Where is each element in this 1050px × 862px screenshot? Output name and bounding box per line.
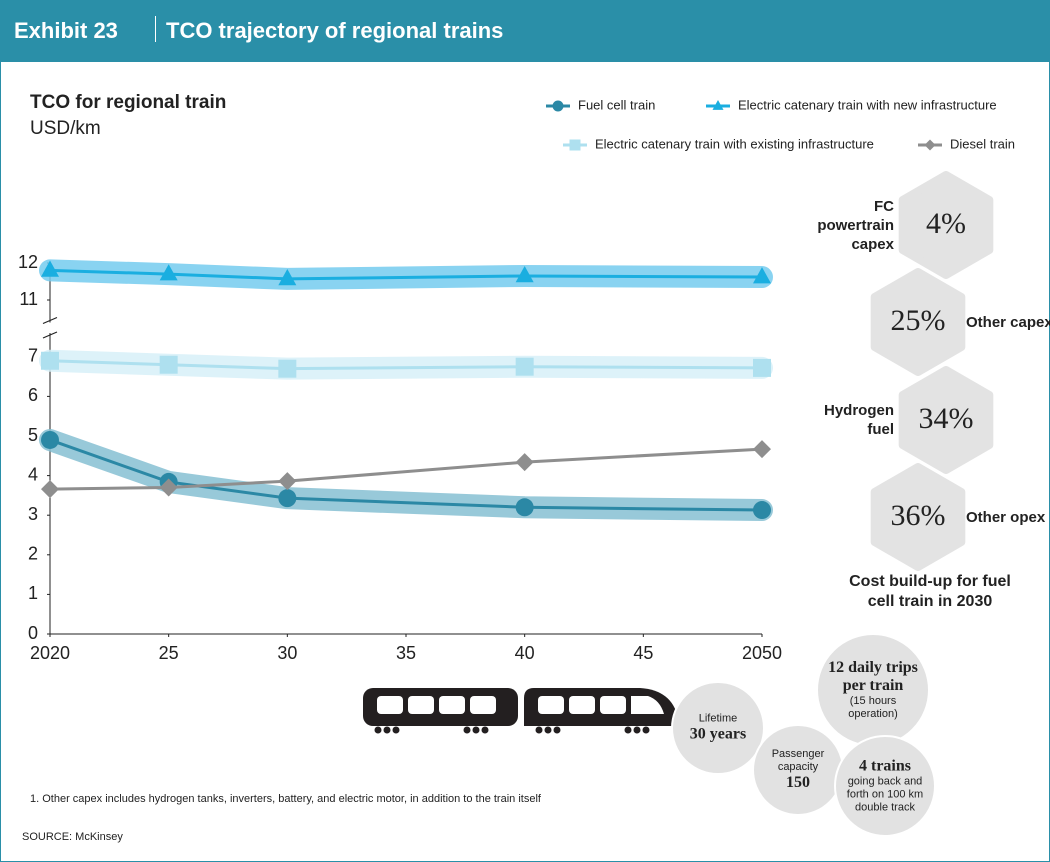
legend-marker [712, 99, 724, 110]
hexagon [870, 268, 966, 376]
data-point [753, 358, 771, 377]
header-title: TCO trajectory of regional trains [166, 18, 504, 43]
train-window [538, 696, 564, 714]
separator [155, 16, 156, 42]
hexagon-value: 34% [918, 402, 974, 435]
hexagon [898, 171, 994, 279]
legend-marker [569, 139, 581, 151]
data-point [278, 359, 297, 378]
data-point [753, 501, 771, 520]
train-window [569, 696, 595, 714]
chart-subtitle: USD/km [30, 118, 101, 139]
hexagon [870, 463, 966, 571]
fact-circle [671, 681, 765, 775]
hexagon-label: Other opex [966, 508, 1046, 526]
hexagon [898, 366, 994, 474]
data-point [41, 430, 59, 449]
data-point [515, 453, 534, 472]
train-window [470, 696, 496, 714]
footnote: 1. Other capex includes hydrogen tanks, … [30, 793, 541, 805]
fact: 4 trains going back and forth on 100 km d… [840, 758, 930, 815]
train-icon [363, 688, 678, 734]
legend-label: Electric catenary train with new infrast… [738, 97, 997, 112]
fact-value: 12 daily trips per train [828, 659, 918, 694]
data-point [753, 267, 771, 284]
y-tick-label: 11 [19, 289, 38, 309]
fact-value: 150 [786, 774, 810, 791]
y-tick-label: 4 [28, 464, 38, 484]
data-point [41, 351, 59, 370]
y-tick-label: 5 [28, 425, 38, 445]
data-point [159, 355, 178, 374]
fact-label: Lifetime [698, 712, 738, 725]
x-tick-label: 2050 [742, 643, 782, 663]
y-tick-label: 3 [28, 504, 38, 524]
y-tick-label: 2 [28, 544, 38, 564]
data-point [515, 266, 534, 283]
source: SOURCE: McKinsey [22, 831, 123, 843]
fact-value: 30 years [689, 725, 747, 743]
x-tick-label: 30 [277, 643, 297, 663]
y-tick-label: 6 [28, 385, 38, 405]
x-tick-label: 45 [633, 643, 653, 663]
fact-note: (15 hours operation) [848, 695, 898, 720]
data-point [41, 480, 59, 499]
train-window [600, 696, 626, 714]
train-window [408, 696, 434, 714]
fact: Lifetime 30 years [688, 713, 748, 744]
exhibit-number: Exhibit 23 [14, 18, 118, 43]
x-tick-label: 35 [396, 643, 416, 663]
train-window [377, 696, 403, 714]
legend-label: Fuel cell train [578, 97, 655, 112]
y-tick-label: 7 [28, 346, 38, 366]
hexagon-value: 25% [890, 304, 946, 337]
data-point [41, 260, 59, 277]
y-tick-label: 0 [28, 623, 38, 643]
fact-circle [834, 735, 936, 837]
data-point [515, 498, 534, 517]
axis-break [42, 331, 58, 339]
chart-title: TCO for regional train [30, 92, 227, 113]
data-point [159, 264, 178, 281]
fact-note: going back and forth on 100 km double tr… [846, 775, 924, 814]
train-wheels [374, 726, 650, 734]
legend-label: Electric catenary train with existing in… [595, 136, 874, 151]
data-point [278, 489, 297, 508]
train-windshield [631, 696, 664, 714]
data-point [278, 472, 297, 491]
train-window [439, 696, 465, 714]
y-tick-label: 1 [28, 583, 38, 603]
legend-label: Diesel train [950, 136, 1015, 151]
hexagon-label: Other capex¹ [966, 313, 1050, 331]
hexagon-value: 4% [926, 207, 966, 240]
legend-marker [924, 139, 936, 151]
axis-break [42, 316, 58, 325]
x-tick-label: 25 [159, 643, 179, 663]
fact: Passenger capacity 150 [763, 748, 833, 792]
fact: 12 daily trips per train (15 hours operat… [827, 659, 919, 721]
y-tick-label: 12 [18, 252, 38, 272]
cost-buildup-title: Cost build-up for fuel cell train in 203… [849, 573, 1011, 610]
fact-value: 4 trains [859, 757, 911, 775]
hexagon-label: FC powertrain capex [817, 197, 894, 253]
header: Exhibit 23 TCO trajectory of regional tr… [0, 0, 1050, 62]
data-point [515, 357, 534, 376]
hexagon-label: Hydrogen fuel [823, 402, 894, 438]
x-tick-label: 2020 [30, 643, 70, 663]
data-point [278, 269, 297, 286]
series-band [39, 428, 773, 522]
data-point [159, 478, 178, 497]
legend-marker [552, 100, 564, 112]
fact-label: Passenger capacity [771, 748, 825, 773]
hexagon-value: 36% [890, 499, 946, 532]
x-tick-label: 40 [515, 643, 535, 663]
data-point [753, 440, 771, 459]
